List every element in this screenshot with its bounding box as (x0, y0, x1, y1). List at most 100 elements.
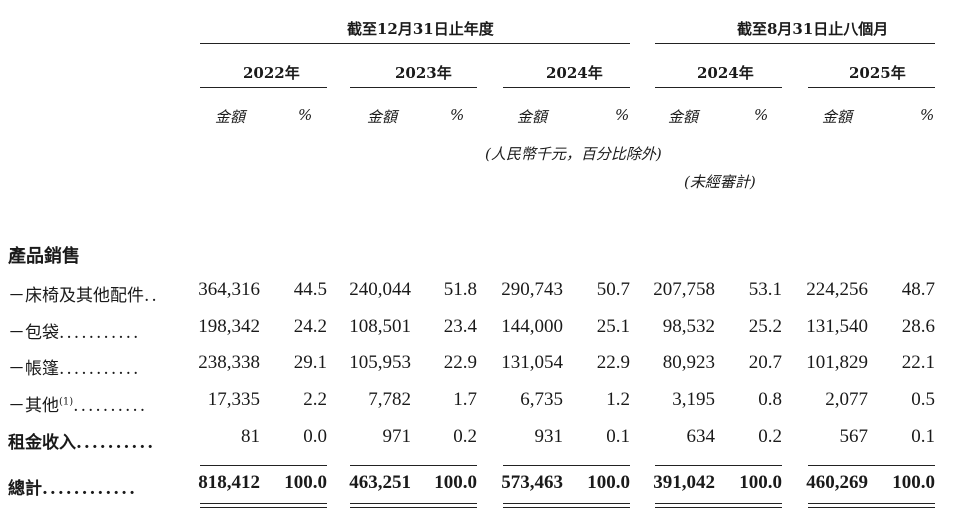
amount-cell: 224,256 (806, 279, 868, 300)
pct-cell: 0.5 (911, 389, 935, 410)
amount-cell: 931 (534, 426, 564, 447)
row-label-text: 租金收入 (8, 433, 76, 453)
amount-cell: 971 (382, 426, 412, 447)
pct-cell: 0.1 (606, 426, 630, 447)
total-double-rule (655, 503, 782, 504)
section-title: 產品銷售 (8, 246, 80, 267)
amount-cell: 240,044 (349, 279, 411, 300)
amount-cell: 81 (241, 426, 260, 447)
amount-cell: 573,463 (501, 472, 563, 493)
row-label-text: －包袋 (8, 323, 59, 343)
row-label-text: －床椅及其他配件 (8, 286, 144, 306)
pct-cell: 0.0 (303, 426, 327, 447)
total-top-rule (808, 465, 935, 466)
pct-cell: 100.0 (284, 472, 327, 493)
amount-cell: 144,000 (501, 316, 563, 337)
row-label: －其他(1).......... (8, 391, 147, 416)
pct-col-header: % (920, 106, 935, 124)
amount-cell: 290,743 (501, 279, 563, 300)
pct-cell: 29.1 (293, 352, 327, 373)
total-double-rule (350, 503, 477, 504)
leader-dots: .. (144, 286, 159, 306)
total-row-label: 總計............ (8, 474, 137, 499)
pct-cell: 53.1 (748, 279, 782, 300)
pct-cell: 23.4 (443, 316, 477, 337)
amount-cell: 108,501 (349, 316, 411, 337)
pct-cell: 0.2 (758, 426, 782, 447)
pct-cell: 25.1 (596, 316, 630, 337)
year-2022-header: 2022年 (243, 64, 300, 82)
year-2023-header: 2023年 (395, 64, 452, 82)
pct-cell: 1.2 (606, 389, 630, 410)
amount-cell: 198,342 (198, 316, 260, 337)
period-months-header: 截至8月31日止八個月 (737, 20, 889, 38)
amount-cell: 17,335 (207, 389, 260, 410)
pct-cell: 100.0 (434, 472, 477, 493)
amount-cell: 238,338 (198, 352, 260, 373)
amount-cell: 460,269 (806, 472, 868, 493)
amount-cell: 463,251 (349, 472, 411, 493)
year-2025-rule (808, 87, 935, 88)
amount-cell: 818,412 (198, 472, 260, 493)
pct-col-header: % (754, 106, 769, 124)
pct-cell: 25.2 (748, 316, 782, 337)
row-label: －包袋........... (8, 318, 140, 343)
amount-col-header: 金額 (215, 108, 246, 126)
total-top-rule (200, 465, 327, 466)
total-double-rule (655, 507, 782, 508)
row-label-text: －帳篷 (8, 359, 59, 379)
amount-col-header: 金額 (668, 108, 699, 126)
pct-cell: 22.1 (901, 352, 935, 373)
amount-cell: 98,532 (662, 316, 715, 337)
amount-cell: 2,077 (825, 389, 868, 410)
amount-cell: 80,923 (662, 352, 715, 373)
amount-cell: 7,782 (368, 389, 411, 410)
period-year-rule (200, 43, 630, 44)
row-label: －床椅及其他配件.. (8, 281, 159, 306)
pct-cell: 24.2 (293, 316, 327, 337)
amount-cell: 131,054 (501, 352, 563, 373)
total-double-rule (350, 507, 477, 508)
leader-dots: .......... (73, 396, 148, 416)
leader-dots: ........... (59, 323, 141, 343)
pct-col-header: % (450, 106, 465, 124)
total-top-rule (655, 465, 782, 466)
total-double-rule (200, 507, 327, 508)
pct-cell: 28.6 (901, 316, 935, 337)
pct-cell: 0.1 (911, 426, 935, 447)
amount-col-header: 金額 (517, 108, 548, 126)
pct-cell: 44.5 (293, 279, 327, 300)
leader-dots: ............ (42, 479, 138, 499)
amount-cell: 364,316 (198, 279, 260, 300)
amount-cell: 634 (686, 426, 716, 447)
amount-cell: 6,735 (520, 389, 563, 410)
row-label-text: 總計 (8, 479, 42, 499)
row-label: －帳篷........... (8, 354, 140, 379)
pct-cell: 100.0 (739, 472, 782, 493)
amount-cell: 3,195 (672, 389, 715, 410)
total-double-rule (808, 503, 935, 504)
leader-dots: .......... (76, 433, 156, 453)
total-double-rule (503, 503, 630, 504)
year-2024-eight-month-rule (655, 87, 782, 88)
pct-cell: 1.7 (453, 389, 477, 410)
total-double-rule (808, 507, 935, 508)
amount-cell: 101,829 (806, 352, 868, 373)
amount-cell: 567 (839, 426, 869, 447)
amount-col-header: 金額 (367, 108, 398, 126)
pct-cell: 0.2 (453, 426, 477, 447)
pct-col-header: % (615, 106, 630, 124)
year-2024-rule (503, 87, 630, 88)
pct-cell: 0.8 (758, 389, 782, 410)
year-2022-rule (200, 87, 327, 88)
pct-cell: 100.0 (587, 472, 630, 493)
year-2025-header: 2025年 (849, 64, 906, 82)
pct-cell: 2.2 (303, 389, 327, 410)
pct-cell: 50.7 (596, 279, 630, 300)
unit-note: (人民幣千元，百分比除外) (485, 145, 662, 163)
total-top-rule (350, 465, 477, 466)
pct-col-header: % (298, 106, 313, 124)
pct-cell: 20.7 (748, 352, 782, 373)
period-year-header: 截至12月31日止年度 (347, 20, 494, 38)
unaudited-note: (未經審計) (684, 173, 756, 191)
